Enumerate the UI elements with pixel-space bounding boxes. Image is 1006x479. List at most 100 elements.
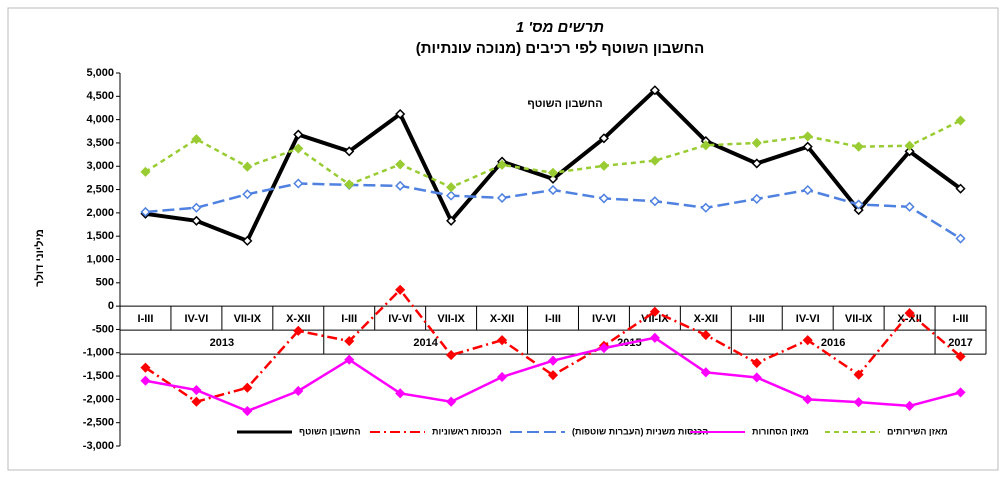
point <box>649 196 660 207</box>
series-line <box>144 287 962 404</box>
point <box>802 184 813 196</box>
point <box>293 385 304 397</box>
legend-label: מאזן הסחורות <box>752 426 809 436</box>
point <box>496 335 508 346</box>
point <box>598 343 610 354</box>
point <box>853 205 864 216</box>
point <box>395 388 406 399</box>
point <box>955 183 966 194</box>
point <box>344 146 355 157</box>
point <box>547 167 559 178</box>
point <box>751 357 762 369</box>
y-tick-label: -2,500 <box>83 417 114 429</box>
point <box>496 371 508 383</box>
chart-subtitle: החשבון השוטף לפי רכיבים (מנוכה עונתיות) <box>416 40 705 57</box>
point <box>955 387 966 398</box>
point <box>191 134 202 145</box>
point <box>700 329 711 341</box>
point <box>191 202 202 213</box>
point <box>140 206 151 218</box>
y-tick-label: 2,000 <box>86 207 114 219</box>
y-tick-label: -1,000 <box>83 347 114 359</box>
x-tick-label: IV-VI <box>388 313 412 325</box>
point <box>446 350 457 361</box>
x-tick-label: VII-IX <box>234 313 262 325</box>
x-tick-label: I-III <box>138 313 154 325</box>
point <box>344 354 355 365</box>
point <box>395 159 406 170</box>
point <box>446 190 457 201</box>
year-label: 2017 <box>948 337 972 349</box>
point <box>191 396 202 407</box>
point <box>649 306 660 317</box>
x-tick-label: I-III <box>545 313 561 325</box>
point <box>242 235 253 246</box>
y-tick-label: -3,000 <box>83 440 114 452</box>
y-tick-label: 500 <box>96 277 114 289</box>
y-tick-label: 0 <box>108 300 114 312</box>
point <box>496 192 508 204</box>
point <box>293 325 304 336</box>
point <box>242 405 253 417</box>
legend-label: החשבון השוטף <box>299 426 361 436</box>
point <box>598 160 610 171</box>
y-axis-label: מיליוני דולר <box>33 229 46 287</box>
point <box>853 199 864 210</box>
year-label: 2013 <box>210 337 234 349</box>
point <box>955 351 966 362</box>
annotation: החשבון השוטף <box>527 98 602 110</box>
y-tick-label: 2,500 <box>86 183 114 195</box>
y-tick-label: 5,000 <box>86 67 114 79</box>
point <box>904 140 915 151</box>
point <box>853 397 864 408</box>
chart-title: תרשים מס' 1 <box>516 19 604 36</box>
legend-label: הכנסות משניות (העברות שוטפות) <box>572 426 708 436</box>
y-tick-label: 4,000 <box>86 114 114 126</box>
point <box>955 115 966 126</box>
x-tick-label: IV-VI <box>592 313 616 325</box>
y-tick-label: 3,000 <box>86 160 114 172</box>
point <box>802 141 813 152</box>
point <box>446 182 457 193</box>
point <box>547 355 559 366</box>
y-tick-label: 3,500 <box>86 137 114 149</box>
x-tick-label: X-XII <box>694 313 718 325</box>
year-label: 2014 <box>413 337 438 349</box>
point <box>547 173 559 184</box>
point <box>395 108 406 120</box>
point <box>140 362 151 373</box>
point <box>242 382 253 393</box>
y-tick-label: 4,500 <box>86 90 114 102</box>
x-tick-label: VII-IX <box>845 313 873 325</box>
point <box>293 143 304 154</box>
point <box>446 215 457 226</box>
x-tick-label: X-XII <box>490 313 514 325</box>
x-tick-label: X-XII <box>286 313 310 325</box>
point <box>853 141 864 152</box>
point <box>496 159 508 170</box>
point <box>598 193 610 204</box>
point <box>293 178 304 189</box>
point <box>598 133 610 144</box>
point <box>802 131 813 142</box>
x-tick-label: I-III <box>749 313 765 325</box>
point <box>700 140 711 151</box>
point <box>191 215 202 226</box>
point <box>751 193 762 204</box>
point <box>191 384 202 396</box>
x-tick-label: VII-IX <box>437 313 465 325</box>
point <box>344 179 355 190</box>
point <box>242 189 253 200</box>
point <box>751 137 762 148</box>
point <box>649 155 660 166</box>
year-label: 2016 <box>821 337 845 349</box>
point <box>344 336 355 347</box>
point <box>853 369 864 380</box>
point <box>446 396 457 407</box>
point <box>293 129 304 140</box>
y-tick-label: -500 <box>92 323 114 335</box>
point <box>751 158 762 169</box>
x-tick-label: IV-VI <box>796 313 820 325</box>
point <box>547 184 559 196</box>
